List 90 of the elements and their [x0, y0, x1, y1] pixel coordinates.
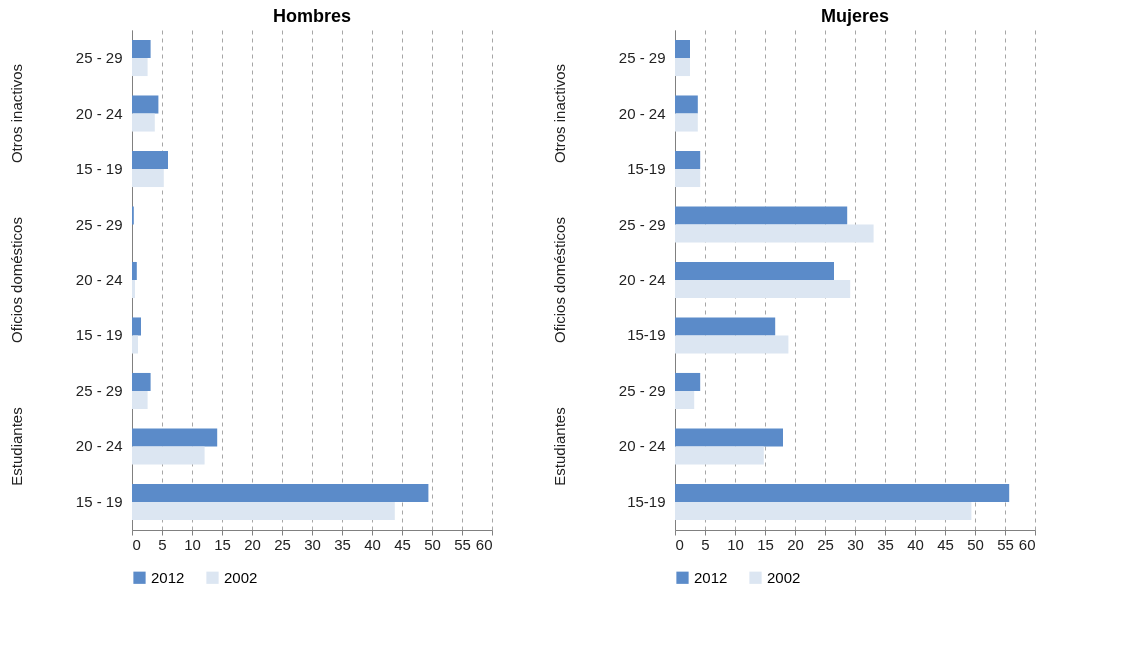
- y-tick-label: 20 - 24: [75, 437, 123, 455]
- x-tick-label: 30: [847, 535, 864, 553]
- bar: [675, 206, 848, 225]
- x-tick-label: 0: [675, 535, 684, 553]
- y-tick-label: 25 - 29: [75, 215, 123, 233]
- chart-title: Mujeres: [820, 6, 890, 26]
- y-tick-label: 20 - 24: [618, 104, 666, 122]
- bar: [675, 483, 1010, 502]
- bar: [132, 150, 168, 170]
- x-tick-label: 50: [967, 535, 984, 553]
- x-tick-label: 45: [394, 535, 411, 553]
- y-tick-label: 25 - 29: [75, 49, 123, 67]
- y-tick-label: 15 - 19: [75, 492, 123, 510]
- x-tick-label: 35: [877, 535, 894, 553]
- x-tick-label: 60: [1018, 535, 1036, 553]
- x-tick-label: 25: [817, 535, 834, 553]
- x-tick-label: 50: [424, 535, 441, 553]
- x-tick-label: 5: [701, 535, 710, 553]
- bar: [132, 58, 148, 77]
- bar: [132, 261, 137, 280]
- y-tick-label: 15-19: [627, 492, 666, 510]
- bar: [675, 446, 764, 465]
- x-tick-label: 15: [214, 535, 231, 553]
- text: Oficios domésticos: [8, 217, 25, 343]
- x-tick-label: 5: [158, 535, 167, 553]
- bar: [132, 39, 151, 59]
- text: Otros inactivos: [551, 63, 568, 164]
- legend-label: 2012: [694, 568, 728, 586]
- x-tick-label: 20: [787, 535, 804, 553]
- bar: [132, 95, 159, 114]
- bar: [132, 335, 138, 354]
- legend-label: 2002: [224, 568, 258, 586]
- bar: [675, 280, 851, 299]
- bar: [675, 390, 695, 410]
- y-tick-label: 15 - 19: [75, 326, 123, 344]
- bar: [675, 224, 874, 243]
- bar: [675, 335, 789, 354]
- chart-title: Hombres: [272, 6, 352, 26]
- bar: [675, 113, 698, 132]
- bar: [132, 446, 205, 465]
- y-tick-label: 15-19: [627, 160, 666, 178]
- bar: [132, 113, 155, 132]
- y-tick-label: 15 - 19: [75, 160, 123, 178]
- bar: [675, 150, 701, 170]
- y-tick-label: 25 - 29: [75, 381, 123, 399]
- y-tick-label: 15-19: [627, 326, 666, 344]
- x-tick-label: 45: [937, 535, 954, 553]
- text: Estudiantes: [8, 407, 25, 486]
- x-tick-label: 35: [334, 535, 351, 553]
- bar: [675, 372, 701, 391]
- y-tick-label: 25 - 29: [618, 49, 666, 67]
- x-tick-label: 60: [475, 535, 493, 553]
- bar: [675, 317, 776, 336]
- y-tick-label: 20 - 24: [618, 437, 666, 455]
- y-tick-label: 20 - 24: [618, 271, 666, 288]
- bar: [132, 501, 395, 521]
- y-tick-label: 20 - 24: [75, 271, 123, 288]
- x-tick-label: 0: [132, 535, 141, 553]
- x-tick-label: 55: [454, 535, 471, 553]
- text: Oficios domésticos: [551, 217, 568, 343]
- bar: [132, 390, 148, 410]
- x-tick-label: 40: [364, 535, 381, 553]
- x-tick-label: 10: [184, 535, 201, 553]
- bar: [675, 501, 972, 521]
- bar: [675, 95, 698, 114]
- bar: [675, 428, 783, 447]
- bar: [132, 483, 429, 502]
- bar: [132, 428, 218, 447]
- bar: [675, 39, 690, 59]
- y-tick-label: 25 - 29: [618, 215, 666, 233]
- x-tick-label: 30: [304, 535, 321, 553]
- bar: [132, 280, 135, 299]
- x-tick-label: 20: [244, 535, 261, 553]
- bar: [675, 261, 834, 280]
- x-tick-label: 55: [997, 535, 1014, 553]
- x-tick-label: 40: [907, 535, 924, 553]
- bar: [675, 169, 701, 188]
- y-tick-label: 25 - 29: [618, 381, 666, 399]
- x-tick-label: 10: [727, 535, 744, 553]
- legend-label: 2002: [767, 568, 801, 586]
- bar: [132, 169, 164, 188]
- bar: [675, 58, 690, 77]
- bar: [132, 372, 151, 391]
- text: Otros inactivos: [8, 63, 25, 164]
- text: Estudiantes: [551, 407, 568, 486]
- x-tick-label: 25: [274, 535, 291, 553]
- y-tick-label: 20 - 24: [75, 104, 123, 122]
- legend-label: 2012: [151, 568, 185, 586]
- x-tick-label: 15: [757, 535, 774, 553]
- bar: [132, 317, 141, 336]
